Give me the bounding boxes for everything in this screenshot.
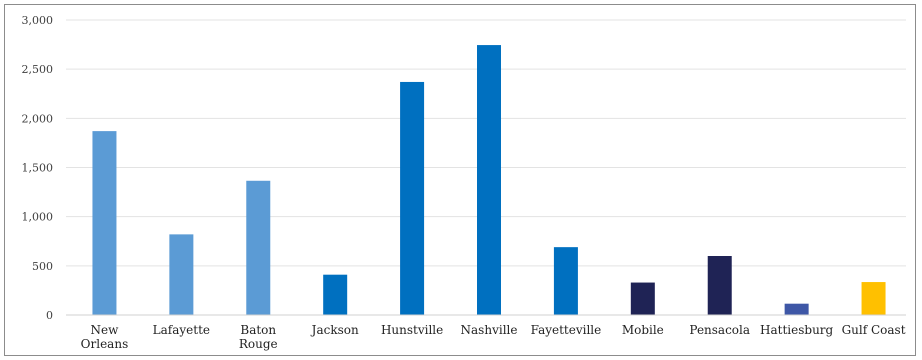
x-category-label-line: Hunstville	[381, 323, 443, 337]
x-category-label: Nashville	[461, 323, 518, 337]
x-category-label-line: Baton	[240, 323, 276, 337]
bar	[630, 282, 655, 315]
x-category-label: Hattiesburg	[760, 323, 834, 337]
x-category-label: Lafayette	[153, 323, 210, 337]
bar	[784, 303, 809, 315]
x-category-label: Hunstville	[381, 323, 443, 337]
x-category-label: Gulf Coast	[842, 323, 906, 337]
bar	[553, 247, 578, 315]
x-axis-labels: New Orleans Lafayette Baton Rouge Jackson Huns…	[81, 323, 906, 351]
x-category-label: Baton Rouge	[239, 323, 278, 351]
x-category-label-line: Pensacola	[689, 323, 750, 337]
x-category-label-line: Gulf Coast	[842, 323, 906, 337]
bars	[92, 45, 886, 315]
bar	[323, 274, 348, 315]
x-category-label-line: Mobile	[622, 323, 664, 337]
y-tick-label: 2,000	[22, 112, 54, 125]
x-category-label-line: Rouge	[239, 337, 278, 351]
bar	[861, 282, 886, 315]
y-tick-label: 2,500	[22, 63, 54, 76]
x-category-label-line: New	[91, 323, 120, 337]
x-category-label-line: Hattiesburg	[760, 323, 834, 337]
bar	[707, 256, 732, 315]
bar	[169, 234, 194, 315]
y-tick-label: 0	[46, 309, 53, 322]
bar	[246, 180, 271, 315]
chart-frame	[4, 4, 916, 356]
x-category-label: New Orleans	[81, 323, 129, 351]
y-tick-label: 3,000	[22, 14, 54, 27]
x-category-label-line: Nashville	[461, 323, 518, 337]
x-category-label-line: Jackson	[310, 323, 359, 337]
x-category-label-line: Orleans	[81, 337, 129, 351]
x-category-label-line: Lafayette	[153, 323, 210, 337]
y-tick-label: 500	[32, 260, 53, 273]
x-category-label: Mobile	[622, 323, 664, 337]
x-category-label-line: Fayetteville	[531, 323, 602, 337]
x-category-label: Fayetteville	[531, 323, 602, 337]
x-category-label: Pensacola	[689, 323, 750, 337]
x-category-label: Jackson	[310, 323, 359, 337]
bar	[477, 45, 501, 315]
bar	[92, 131, 117, 315]
y-tick-label: 1,000	[22, 211, 54, 224]
bar	[400, 81, 425, 315]
y-tick-label: 1,500	[22, 162, 54, 175]
y-axis-ticks: 0 500 1,000 1,500 2,000 2,500 3,000	[22, 14, 54, 322]
